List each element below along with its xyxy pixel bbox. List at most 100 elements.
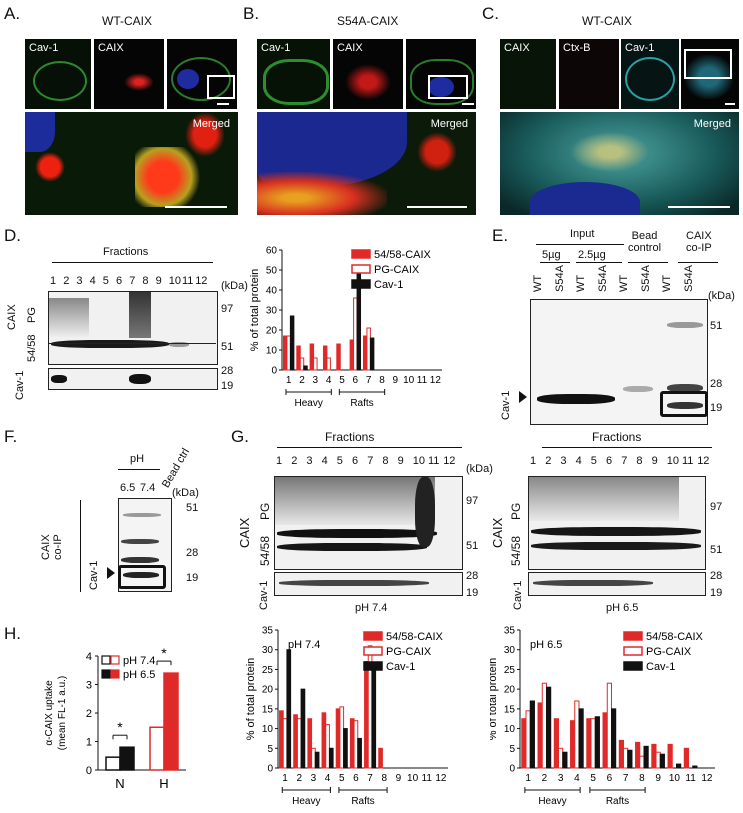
scale-bar [725,103,735,105]
lane-label: 11 [182,275,194,287]
panel-g-right-cav1-label: Cav-1 [512,580,524,610]
marker-28: 28 [710,570,723,582]
panel-d-cav1-blot [48,368,218,390]
y-tick-label: 20 [504,685,516,696]
panel-c-ctxb-image: Ctx-B [559,39,619,109]
lane-label: 2 [545,455,552,467]
legend-label: Cav-1 [374,279,403,291]
panel-b-merged-small-image [406,39,476,109]
x-tick-label: 10 [407,773,419,784]
legend-swatch [363,646,383,656]
amount-line [576,262,622,263]
x-tick-label: 8 [379,375,385,386]
y-tick-label: 35 [504,626,516,637]
x-tick-label: 4 [326,375,332,386]
x-tick-label: 12 [430,375,442,386]
panel-g-right-pg-label: PG [509,502,523,520]
marker-28: 28 [221,365,234,377]
bar-PG-CAIX [296,718,302,769]
y-tick-label: 15 [262,704,274,715]
x-tick-label: H [159,776,168,791]
panel-g-right-caix-label: CAIX [490,517,505,548]
panel-e-bead-label: Bead control [628,230,662,254]
coip-line [678,262,718,263]
y-tick-label: 5 [267,744,273,755]
highlight-box [118,565,166,589]
panel-a-title: WT-CAIX [102,14,152,28]
y-tick-label: 35 [262,626,274,637]
group-label: Heavy [292,796,320,807]
bar-PG-CAIX [541,682,547,769]
bar-Cav-1 [659,753,665,769]
x-tick-label: 3 [558,773,564,784]
lane-label: 3 [76,275,83,287]
lane-label: WT [618,274,630,292]
ph-line [118,469,160,470]
bar-PG-CAIX [339,706,345,769]
zoom-box [207,75,235,99]
bar-PG-CAIX [313,357,318,371]
bar-PG-CAIX [299,357,305,371]
bar-Cav-1 [594,716,600,769]
y-tick-label: 4 [86,651,92,663]
legend-label: Cav-1 [646,661,675,673]
x-tick-label: 3 [311,773,317,784]
panel-c-title: WT-CAIX [582,14,632,28]
panel-g-right-ph: pH 6.5 [606,602,639,614]
marker-51: 51 [186,502,199,514]
lane-label: S54A [682,265,695,292]
y-tick-label: 60 [266,246,278,257]
panel-c-cav1-image: Cav-1 [621,39,679,109]
legend-label: 54/58-CAIX [386,631,444,643]
y-tick-label: 5 [509,744,515,755]
panel-a-merged-small-image [167,39,237,109]
lane-label: 7 [621,455,628,467]
panel-g-left-kda: (kDa) [466,463,493,475]
input-line [536,244,624,245]
bar-PG-CAIX [655,751,661,769]
bar-pH 7.4 [105,756,121,771]
panel-c-caix-label: CAIX [504,42,530,54]
legend-swatch [623,646,643,656]
lane-label: 5 [336,455,343,467]
bar-54/58-CAIX [293,714,298,769]
x-tick-label: 7 [623,773,629,784]
panel-d-caix-label: CAIX [6,304,18,330]
bar-54/58-CAIX [521,718,527,769]
lane-label: 4 [321,455,328,467]
panel-e-blot [530,299,708,425]
lane-label: 8 [636,455,643,467]
panel-a-cav1-image: Cav-1 [25,39,91,109]
x-tick-label: 6 [607,773,613,784]
panel-a-caix-image: CAIX [94,39,164,109]
panel-b-caix-label: CAIX [337,42,363,54]
fractions-line [277,447,462,448]
panel-e-2-5ug: 2.5µg [578,249,606,261]
bar-54/58-CAIX [282,335,288,371]
panel-g-left-caix-label: CAIX [237,517,252,548]
panel-b-label: B. [243,4,260,23]
panel-g-left-5458-label: 54/58 [258,535,272,566]
legend-label: PG-CAIX [386,646,432,658]
amount-line [540,262,570,263]
y-tick-label: 0 [509,764,515,775]
panel-c-ctxb-label: Ctx-B [563,42,591,54]
significance-star: * [161,645,167,661]
x-tick-label: 9 [655,773,661,784]
lane-label: 6 [352,455,359,467]
bar-54/58-CAIX [651,743,657,769]
legend-label: PG-CAIX [646,646,692,658]
bar-PG-CAIX [558,747,564,769]
marker-19: 19 [710,587,723,599]
bar-54/58-CAIX [602,712,608,769]
marker-51: 51 [466,540,479,552]
panel-a-label: A. [4,4,21,23]
bar-54/58-CAIX [362,335,368,371]
bar-54/58-CAIX [570,720,576,769]
lane-label: 2 [63,275,70,287]
panel-f-bead-label: Bead ctrl [160,446,193,490]
x-tick-label: 5 [339,375,345,386]
y-tick-label: 30 [262,645,274,656]
bar-PG-CAIX [366,327,371,371]
